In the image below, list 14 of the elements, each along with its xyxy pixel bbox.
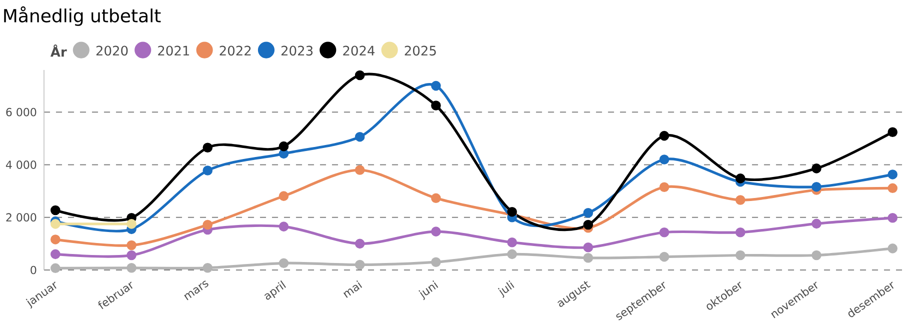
x-tick-label: mai: [343, 280, 362, 298]
y-tick-label: 2 000: [6, 213, 36, 222]
chart-title: Månedlig utbetalt: [4, 6, 161, 26]
x-tick-label: juli: [498, 280, 514, 298]
y-tick-label: 4 000: [6, 160, 36, 169]
legend-label: 2023: [281, 46, 313, 56]
legend-label: 2020: [96, 46, 128, 56]
y-tick-label: 0: [30, 266, 36, 274]
legend-label: 2024: [343, 46, 375, 56]
y-tick-label: 6 000: [6, 108, 36, 116]
legend-label: 2022: [220, 46, 251, 56]
legend-label: 2021: [158, 46, 190, 56]
legend-label: 2025: [404, 46, 436, 56]
legend-title: År: [50, 44, 67, 57]
